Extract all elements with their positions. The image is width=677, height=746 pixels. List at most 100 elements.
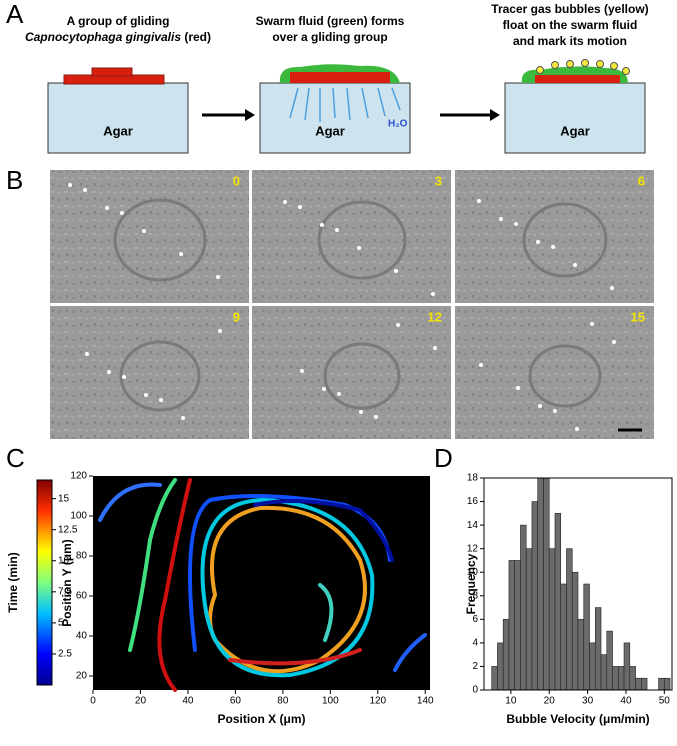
bubble [144,393,148,397]
colorbar-tick-label: 2.5 [58,649,72,660]
x-tick-label: 20 [544,696,556,707]
y-tick-label: 100 [70,511,87,522]
bar [617,666,625,691]
bar [497,642,504,691]
bubble [218,329,222,333]
x-tick-label: 140 [417,696,434,707]
panel-letter: A [6,0,24,29]
bubble [107,370,111,374]
bubble [575,427,579,431]
water-arrows [289,87,401,122]
bar [594,607,602,691]
caption: over a gliding group [272,30,387,44]
arrow-head [245,109,255,121]
bubble [573,263,577,267]
x-tick-label: 50 [659,696,671,707]
bacteria [535,75,620,83]
x-tick-label: 30 [582,696,594,707]
bubble [68,183,72,187]
caption: Capnocytophaga gingivalis (red) [25,30,211,44]
y-axis-label: Position Y (μm) [60,539,74,627]
colorbar-tick-label: 5 [58,618,64,629]
caption: float on the swarm fluid [503,18,638,32]
x-axis-label: Position X (μm) [217,712,305,726]
bubble [359,410,363,414]
bar [548,548,556,691]
bubble [514,222,518,226]
bar [537,477,544,691]
bubble [322,387,326,391]
bar [589,642,596,691]
colony [528,344,602,408]
bar [520,524,527,691]
micrograph [50,306,249,439]
axes-frame [483,477,673,691]
x-tick-label: 10 [505,696,517,707]
colorbar-tick-label: 10 [58,555,70,566]
bubble [357,246,361,250]
bar [629,666,636,691]
colorbar-tick-label: 7.5 [58,586,72,597]
bar [664,677,671,691]
bubble [83,188,87,192]
y-tick-label: 0 [472,685,478,696]
micrographs: 0 3 6 9 12 15 [50,170,654,439]
bubble [85,352,89,356]
bubble [320,223,324,227]
bubble [612,340,616,344]
bar [554,513,562,691]
bubbles [536,59,630,75]
colorbar [36,479,53,686]
bubble [538,404,542,408]
colorbar-tick-label: 12.5 [58,524,78,535]
y-tick-label: 120 [70,471,87,482]
bubble [298,205,302,209]
bubble [553,409,557,413]
micrograph [455,306,654,439]
bubble [120,211,124,215]
y-tick-label: 8 [472,590,478,601]
bubble [396,323,400,327]
bar [525,548,533,691]
bubble [477,199,481,203]
x-tick-label: 20 [135,696,147,707]
bar [658,677,665,691]
colorbar-label: Time (min) [6,552,20,612]
bacteria [91,67,133,77]
bubble [283,200,287,204]
bar [612,666,619,691]
bubble [433,346,437,350]
micrograph [252,306,451,439]
bubble [105,206,109,210]
caption: (red) [184,30,211,44]
bubble [374,415,378,419]
y-tick-label: 4 [472,638,478,649]
trajectories [98,478,427,692]
micrograph [252,170,451,303]
caption: A group of gliding [67,14,170,28]
bubble [516,386,520,390]
bubble [300,369,304,373]
bubble [159,398,163,402]
y-tick-label: 18 [467,473,479,484]
bubble [499,217,503,221]
y-tick-label: 60 [76,591,88,602]
bacteria [290,72,390,83]
caption: Swarm fluid (green) forms [256,14,405,28]
bubble [431,292,435,296]
x-tick-label: 0 [90,696,96,707]
y-tick-label: 20 [76,671,88,682]
frame-time: 6 [638,173,645,188]
bubble [216,275,220,279]
bubble [551,245,555,249]
y-tick-label: 16 [467,496,479,507]
bar [623,642,631,691]
bar [502,619,510,691]
x-tick-label: 60 [230,696,242,707]
bubble [335,228,339,232]
x-tick-label: 40 [182,696,194,707]
frame-time: 0 [233,173,240,188]
bubble [479,363,483,367]
x-tick-label: 40 [620,696,632,707]
